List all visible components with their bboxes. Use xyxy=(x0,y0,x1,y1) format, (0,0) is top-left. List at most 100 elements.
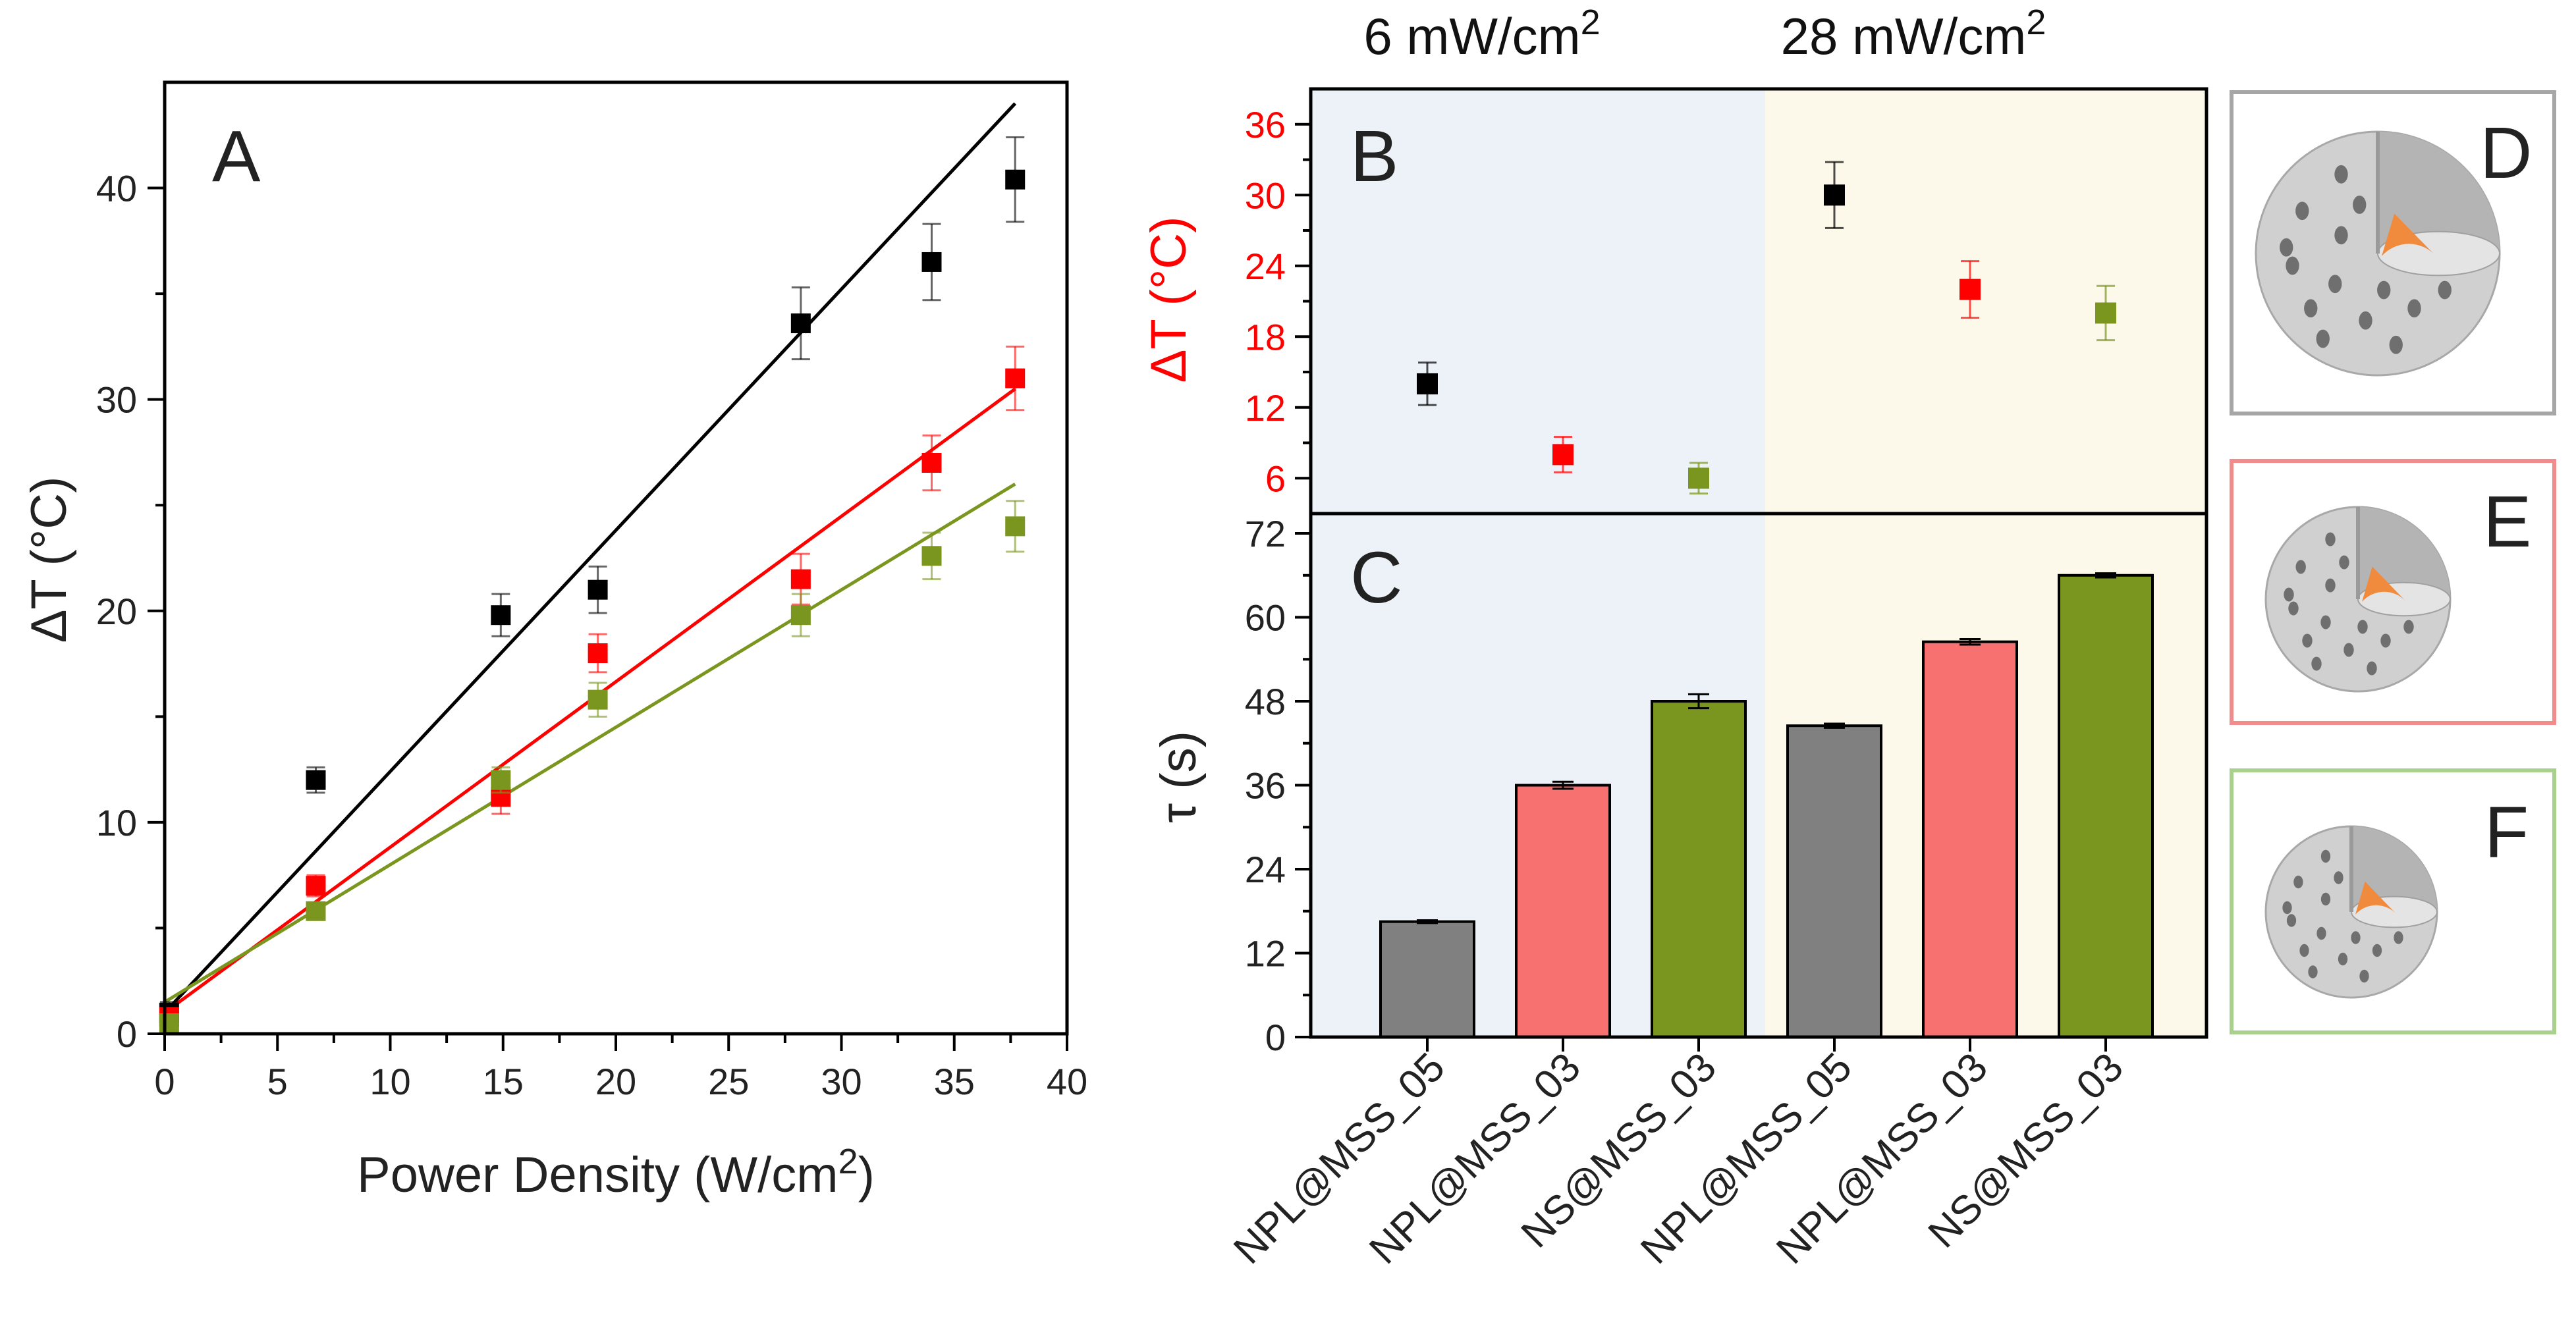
y-tick-label: 12 xyxy=(1245,933,1286,975)
panel-c-ylabel: τ (s) xyxy=(1151,731,1207,823)
header-low-power: 6 mW/cm2 xyxy=(1363,3,1600,65)
data-point xyxy=(921,252,942,272)
y-tick-label: 48 xyxy=(1245,681,1286,722)
y-tick-label: 30 xyxy=(96,379,137,421)
x-tick-label: 5 xyxy=(267,1061,288,1102)
panel-b-plot-area xyxy=(1417,161,2116,495)
data-point xyxy=(1552,444,1574,466)
y-tick-label: 6 xyxy=(1265,458,1286,499)
x-tick-label: 20 xyxy=(595,1061,636,1102)
y-tick-label: 30 xyxy=(1245,174,1286,216)
pore xyxy=(2308,965,2318,978)
pore xyxy=(2334,871,2343,884)
data-point xyxy=(588,689,608,710)
pore xyxy=(2377,281,2391,300)
panel-b-ylabel: ΔT (°C) xyxy=(1141,217,1197,383)
panel-b-letter: B xyxy=(1350,116,1398,197)
panels-bc: 6 mW/cm2 28 mW/cm2 6 12 18 24 30 36 0 12 24 36 48… xyxy=(1141,3,2208,1273)
pore xyxy=(2407,299,2421,318)
pore xyxy=(2357,620,2368,634)
pore xyxy=(2286,256,2299,275)
data-point xyxy=(588,643,608,663)
cut-edge xyxy=(2376,132,2380,254)
y-tick-label: 24 xyxy=(1245,246,1286,287)
pore xyxy=(2320,849,2331,863)
data-point xyxy=(790,605,811,626)
panel-c-letter: C xyxy=(1350,537,1402,618)
y-tick-label: 0 xyxy=(1265,1017,1286,1058)
pore xyxy=(2316,329,2330,348)
y-tick-label: 24 xyxy=(1245,849,1286,890)
x-tick-label: 30 xyxy=(821,1061,862,1102)
data-point xyxy=(306,876,326,896)
pore xyxy=(2284,587,2294,602)
pore xyxy=(2403,620,2414,634)
x-tick-label: 40 xyxy=(1047,1061,1087,1102)
pore xyxy=(2286,914,2297,927)
bar xyxy=(1786,724,1882,1038)
panel-f-letter: F xyxy=(2484,792,2529,873)
pore xyxy=(2295,201,2309,221)
x-tick-label: 10 xyxy=(370,1061,410,1102)
header-high-power: 28 mW/cm2 xyxy=(1781,3,2046,65)
nanoparticle-illustration-icon xyxy=(2264,825,2438,999)
panel-a-plot-area xyxy=(159,102,1026,1033)
panel-e-letter: E xyxy=(2483,481,2531,562)
panel-f: F xyxy=(2230,768,2556,1034)
y-tick-label: 12 xyxy=(1245,387,1286,429)
panel-a: 0 5 10 15 20 25 30 35 40 0 10 20 30 40 A Power Densit… xyxy=(21,80,1087,1203)
y-tick-label: 36 xyxy=(1245,765,1286,807)
bar xyxy=(1379,920,1475,1038)
panel-b-axes: 6 12 18 24 30 36 xyxy=(1245,104,1311,499)
y-tick-label: 20 xyxy=(96,591,137,632)
panel-a-axes: 0 5 10 15 20 25 30 35 40 0 10 20 30 40 xyxy=(96,168,1087,1102)
data-point xyxy=(306,770,326,790)
panel-a-letter: A xyxy=(212,116,261,197)
data-point xyxy=(491,770,511,790)
bar xyxy=(2058,574,2154,1038)
pore xyxy=(2334,226,2348,245)
pore xyxy=(2372,944,2382,957)
core xyxy=(2382,213,2436,256)
pore xyxy=(2299,944,2309,957)
y-tick-label: 60 xyxy=(1245,597,1286,639)
core xyxy=(2355,881,2397,915)
data-point xyxy=(2095,302,2116,324)
panel-e: E xyxy=(2230,459,2556,725)
x-tick-label: 0 xyxy=(154,1061,175,1102)
data-point xyxy=(790,569,811,589)
panel-d: D xyxy=(2230,90,2556,415)
panel-d-letter: D xyxy=(2480,113,2532,194)
pore xyxy=(2328,275,2342,294)
data-point xyxy=(1824,184,1845,206)
data-point xyxy=(1959,279,1981,300)
x-tick-label: 25 xyxy=(708,1061,749,1102)
data-point xyxy=(1005,516,1026,537)
x-tick-label: 15 xyxy=(483,1061,524,1102)
data-point xyxy=(921,453,942,473)
x-tick-label: 35 xyxy=(934,1061,975,1102)
fit-line xyxy=(163,102,1017,1014)
panel-c-plot-area xyxy=(1379,572,2154,1038)
pore xyxy=(2359,969,2369,983)
pore xyxy=(2339,555,2349,570)
panel-a-ylabel: ΔT (°C) xyxy=(21,477,77,643)
pore xyxy=(2302,633,2313,648)
nanoparticle-illustration-icon xyxy=(2264,506,2452,693)
pore xyxy=(2338,952,2348,966)
pore xyxy=(2295,560,2306,574)
y-tick-label: 36 xyxy=(1245,104,1286,146)
data-point xyxy=(1005,368,1026,388)
y-tick-label: 72 xyxy=(1245,513,1286,554)
panel-bc-frame xyxy=(1309,87,2208,1039)
y-tick-label: 0 xyxy=(117,1013,137,1055)
panel-c-axes: 0 12 24 36 48 60 72 xyxy=(1245,513,1311,1058)
pore xyxy=(2353,196,2367,214)
pore xyxy=(2389,335,2403,354)
data-point xyxy=(790,313,811,334)
pore xyxy=(2367,661,2377,676)
data-point xyxy=(306,901,326,921)
nanoparticle-illustration-icon xyxy=(2255,130,2501,377)
bar xyxy=(1651,700,1747,1038)
